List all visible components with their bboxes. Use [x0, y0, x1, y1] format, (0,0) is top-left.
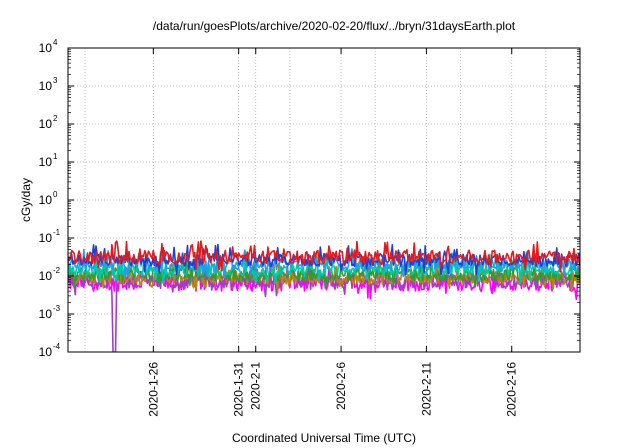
y-tick-label: 10 [39, 231, 53, 245]
x-tick-label: 2020-1-31 [232, 362, 246, 417]
x-tick-label: 2020-2-11 [419, 362, 433, 416]
y-tick-exponent: 3 [53, 76, 58, 85]
series-line [68, 253, 580, 285]
x-axis-label: Coordinated Universal Time (UTC) [232, 431, 416, 445]
y-tick-label: 10 [39, 307, 53, 321]
y-tick-label: 10 [39, 79, 53, 93]
y-tick-label: 10 [39, 193, 53, 207]
y-tick-label: 10 [39, 155, 53, 169]
y-tick-label: 10 [39, 41, 53, 55]
chart-title: /data/run/goesPlots/archive/2020-02-20/f… [153, 19, 516, 33]
y-axis-label: cGy/day [19, 178, 33, 222]
y-tick-exponent: -1 [53, 228, 61, 237]
y-tick-exponent: -4 [53, 342, 61, 351]
y-tick-exponent: 4 [53, 38, 58, 47]
y-tick-label: 10 [39, 117, 53, 131]
y-tick-exponent: 2 [53, 114, 58, 123]
y-tick-exponent: 0 [53, 190, 58, 199]
y-tick-exponent: 1 [53, 152, 58, 161]
x-tick-label: 2020-2-1 [249, 362, 263, 410]
series-group [68, 240, 580, 352]
series-line [68, 240, 580, 273]
x-tick-label: 2020-2-16 [505, 362, 519, 417]
x-axis: 2020-1-26 2020-1-31 2020-2-1 2020-2-6 2020-2… [146, 48, 519, 417]
x-tick-label: 2020-2-6 [334, 362, 348, 410]
y-tick-label: 10 [39, 269, 53, 283]
y-tick-label: 10 [39, 345, 53, 359]
x-tick-label: 2020-1-26 [146, 362, 160, 417]
grid-lines [68, 48, 580, 352]
y-tick-exponent: -2 [53, 266, 61, 275]
y-tick-exponent: -3 [53, 304, 61, 313]
